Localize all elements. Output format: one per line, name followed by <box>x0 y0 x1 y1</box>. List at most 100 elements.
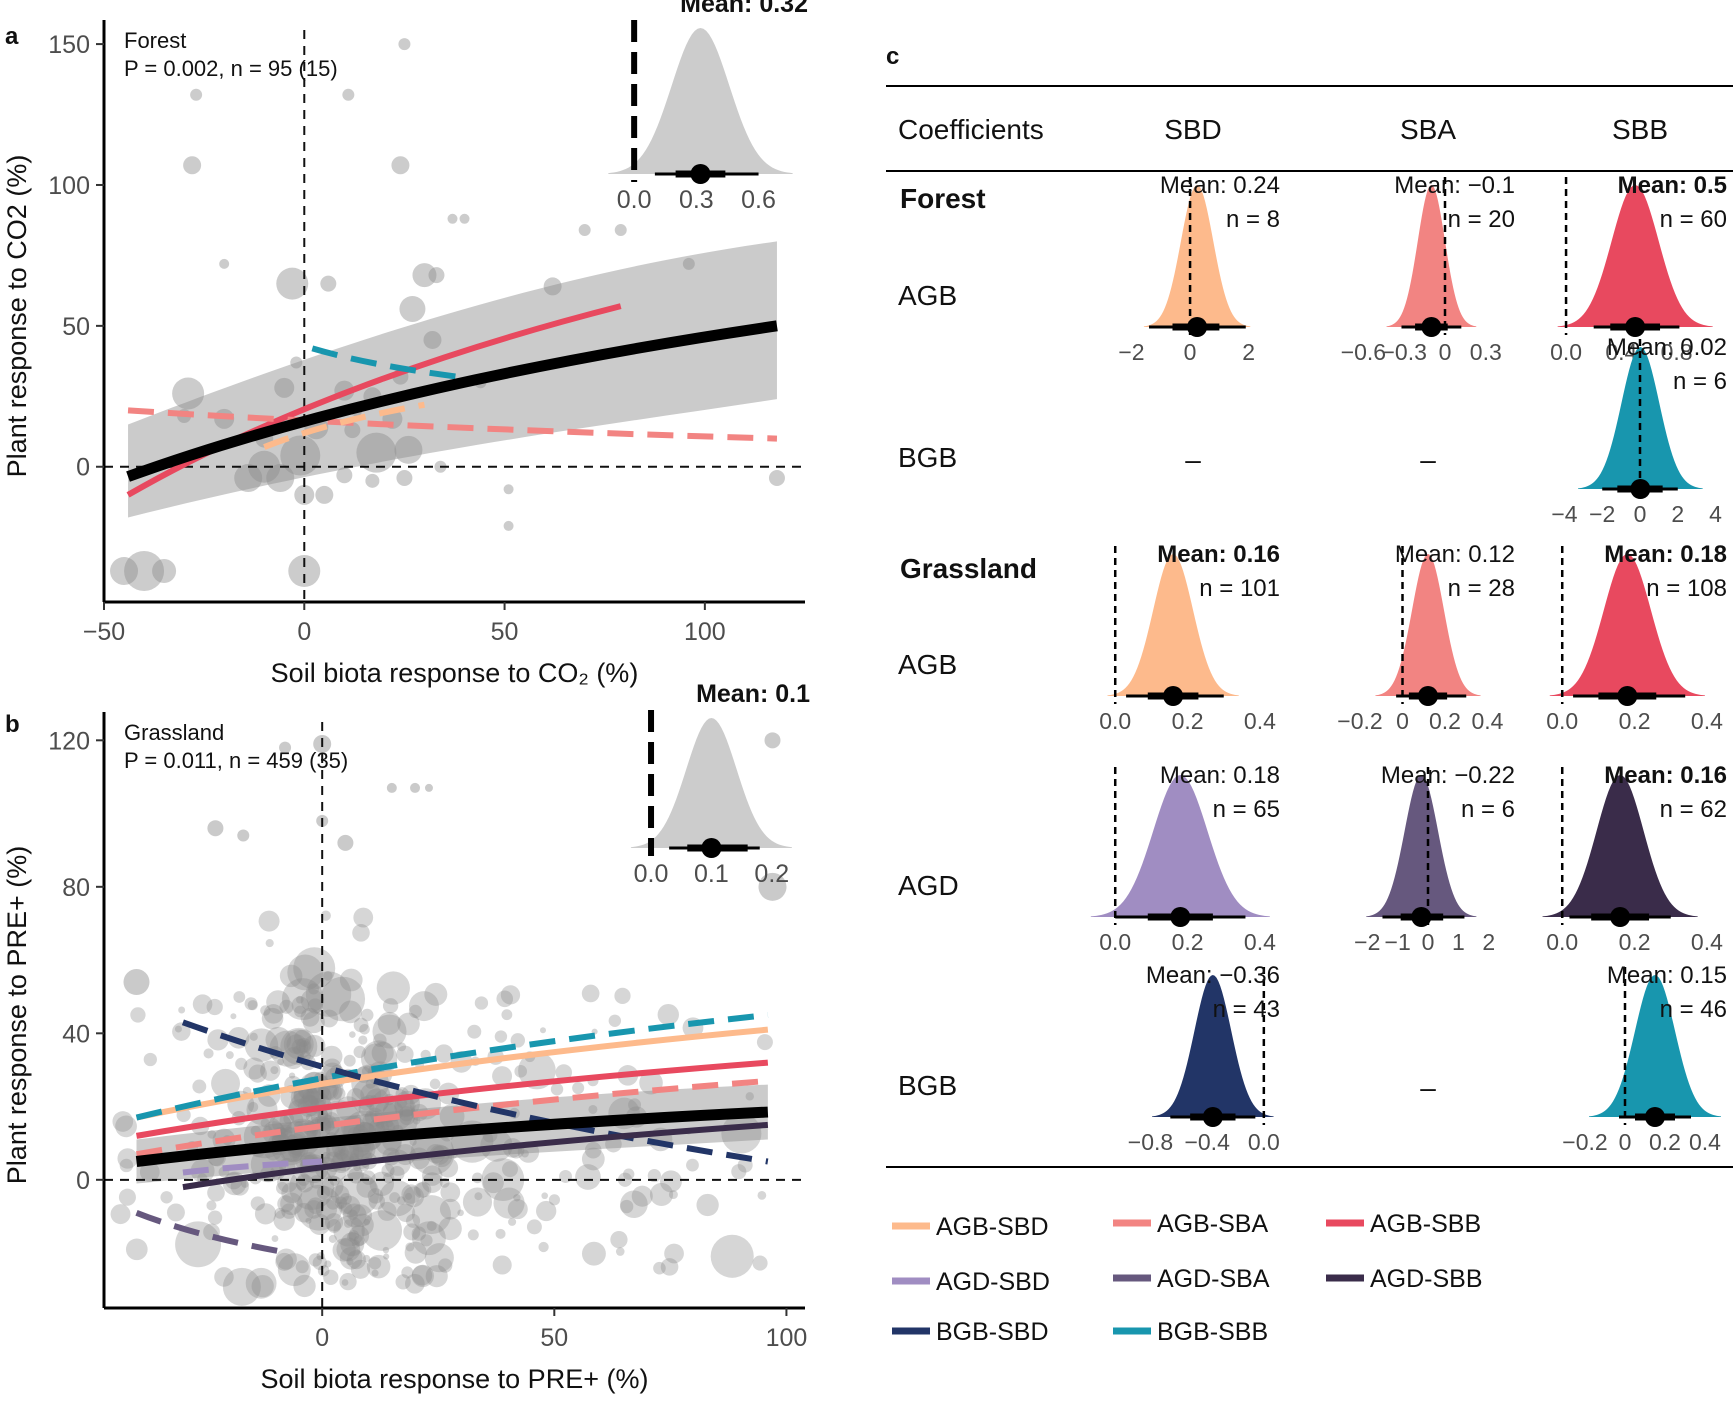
inset-tick-label: 0.3 <box>679 186 714 214</box>
data-point <box>293 1029 312 1047</box>
y-tick-label: 40 <box>62 1020 90 1048</box>
data-point <box>401 1184 421 1204</box>
data-point <box>415 1181 432 1198</box>
data-point <box>623 1168 635 1180</box>
data-point <box>277 1253 311 1287</box>
density-tick-label: 0.8 <box>1661 339 1693 365</box>
data-point <box>474 1192 483 1201</box>
data-point <box>368 1193 386 1210</box>
data-point <box>404 1241 427 1264</box>
data-point <box>369 1171 394 1197</box>
legend-label-agd-sbd: AGD-SBD <box>936 1268 1050 1296</box>
empty-cell-dash: – <box>1420 1072 1436 1103</box>
data-point <box>659 1170 682 1193</box>
data-point <box>610 1231 628 1249</box>
table-group-grassland: Grassland <box>900 553 1037 584</box>
legend-label-bgb-sbd: BGB-SBD <box>936 1318 1049 1346</box>
posterior-mean-label: Mean: −0.22 <box>1381 762 1515 789</box>
data-point <box>270 1066 279 1075</box>
table-row-label-agb: AGB <box>898 649 957 680</box>
data-point <box>339 1000 362 1024</box>
posterior-mean-label: Mean: 0.18 <box>1160 762 1280 789</box>
density-tick-label: 0.3 <box>1470 339 1502 365</box>
data-point <box>280 435 321 476</box>
data-point <box>496 990 514 1008</box>
table-row-label-bgb: BGB <box>898 442 957 473</box>
data-point <box>572 1082 585 1095</box>
data-point <box>266 990 290 1014</box>
data-point <box>320 1115 337 1131</box>
data-point <box>438 1216 462 1241</box>
inset-posterior-density <box>608 28 793 174</box>
data-point <box>321 1175 344 1198</box>
data-point <box>371 1269 379 1277</box>
data-point <box>757 1191 767 1200</box>
density-tick-label: 0 <box>1422 929 1435 955</box>
data-point <box>295 995 304 1004</box>
table-row-label-bgb: BGB <box>898 1070 957 1101</box>
table-header-coefficients: Coefficients <box>898 114 1044 145</box>
data-point <box>503 520 514 531</box>
data-point <box>664 1243 684 1264</box>
data-point <box>411 1265 433 1286</box>
data-point <box>300 1007 320 1027</box>
data-point <box>207 1183 225 1202</box>
data-point <box>245 1267 277 1299</box>
data-point <box>243 1057 266 1080</box>
data-point <box>207 1210 223 1225</box>
density-tick-label: 0 <box>1396 708 1409 734</box>
data-point <box>172 377 205 410</box>
data-point <box>395 1274 411 1290</box>
sample-size-label: n = 46 <box>1660 996 1727 1023</box>
density-tick-label: −0.3 <box>1381 339 1426 365</box>
data-point <box>234 464 263 493</box>
data-point <box>467 1229 479 1241</box>
data-point <box>526 1219 542 1235</box>
data-point <box>288 1072 296 1079</box>
data-point <box>731 1164 747 1180</box>
data-point <box>214 1267 234 1287</box>
data-point <box>324 1213 344 1232</box>
data-point <box>312 1129 319 1136</box>
density-tick-label: −2 <box>1589 501 1615 527</box>
data-point <box>366 1254 391 1279</box>
data-point <box>447 213 458 224</box>
data-point <box>426 1220 437 1231</box>
table-group-forest: Forest <box>900 183 986 214</box>
data-point <box>423 330 442 349</box>
data-point <box>457 1209 464 1217</box>
data-point <box>206 998 223 1016</box>
data-point <box>324 1260 332 1268</box>
data-point <box>472 1172 483 1184</box>
data-point <box>555 1064 572 1081</box>
density-tick-label: 0.2 <box>1619 929 1651 955</box>
y-axis-label: Plant response to CO2 (%) <box>2 155 32 478</box>
data-point <box>237 829 250 842</box>
data-point <box>657 1003 679 1026</box>
data-point <box>125 1238 148 1261</box>
data-point <box>371 1041 394 1065</box>
data-point <box>343 1219 353 1228</box>
data-point <box>363 1218 371 1226</box>
data-point <box>383 1172 395 1184</box>
data-point <box>203 1048 214 1059</box>
data-point <box>166 1203 185 1222</box>
data-point <box>338 1149 346 1157</box>
posterior-mean-point <box>1411 907 1432 927</box>
data-point <box>304 1200 323 1219</box>
x-axis-label: Soil biota response to PRE+ (%) <box>261 1364 649 1394</box>
density-tick-label: 0 <box>1634 501 1647 527</box>
posterior-density <box>1542 775 1698 917</box>
posterior-mean-point <box>1645 1107 1665 1127</box>
data-point <box>346 1250 366 1270</box>
data-point <box>328 1234 337 1243</box>
posterior-mean-label: Mean: −0.36 <box>1146 962 1280 989</box>
posterior-density <box>1366 775 1477 917</box>
fit-line-agb-sbd <box>135 1026 769 1121</box>
density-tick-label: 0.4 <box>1691 929 1723 955</box>
data-point <box>412 1221 446 1256</box>
data-point <box>368 1256 382 1270</box>
data-point <box>481 1158 525 1202</box>
data-point <box>305 1113 313 1121</box>
data-point <box>617 1172 633 1187</box>
